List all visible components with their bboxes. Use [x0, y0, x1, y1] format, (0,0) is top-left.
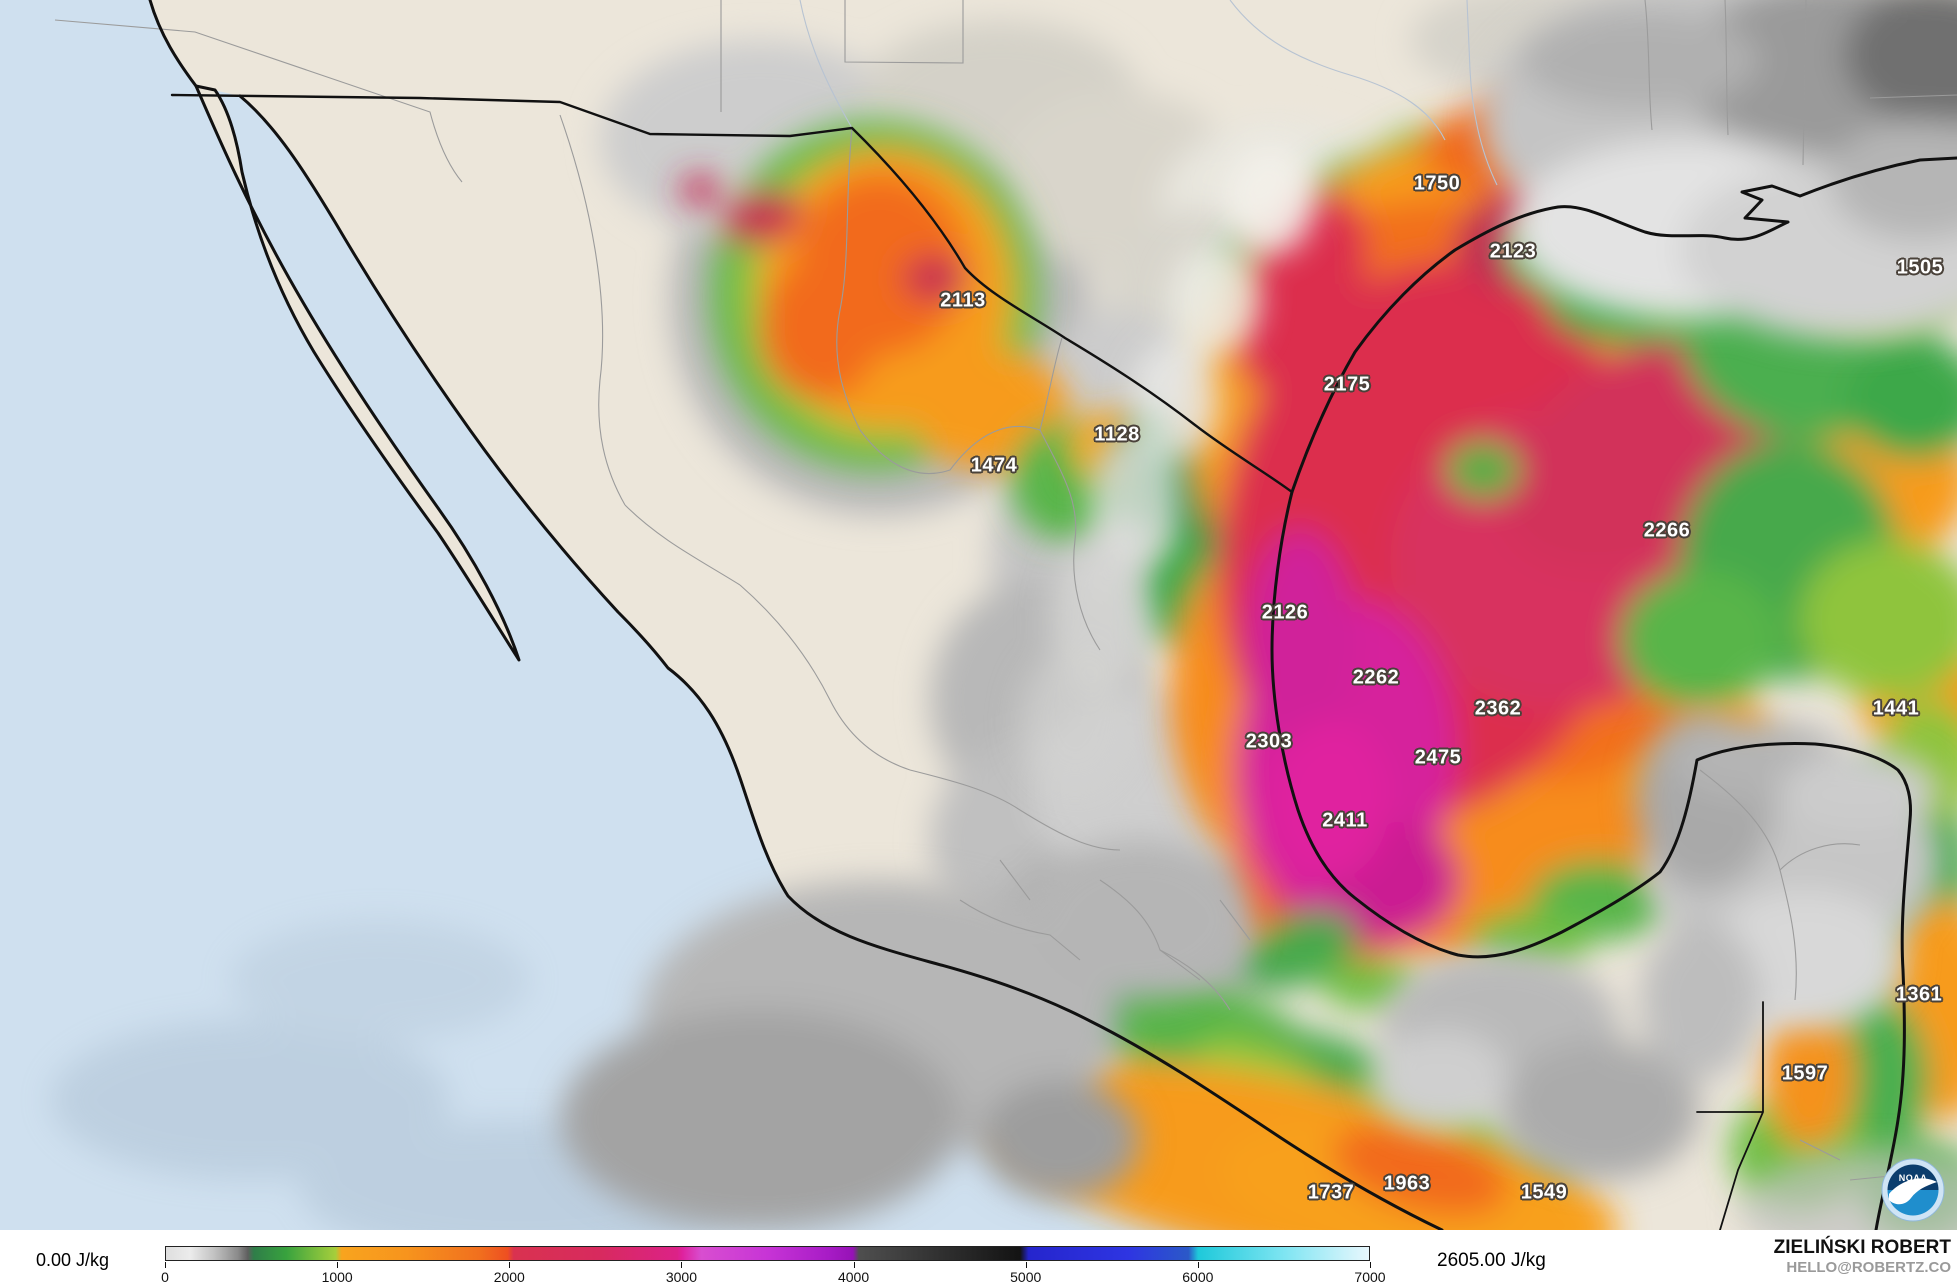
legend-min-value: 0.00 J/kg	[36, 1250, 110, 1270]
noaa-logo-text: NOAA	[1899, 1173, 1928, 1183]
colorbar-tick-label: 2000	[493, 1269, 525, 1285]
colorbar-tick-mark	[1025, 1262, 1027, 1268]
legend-max-value: 2605.00 J/kg	[1437, 1250, 1546, 1271]
colorbar-tick-label: 0	[161, 1269, 169, 1285]
credit-contact: HELLO@ROBERTZ.CO	[1786, 1258, 1951, 1276]
colorbar-tick-label: 6000	[1182, 1269, 1214, 1285]
colorbar-tick-mark	[1370, 1262, 1371, 1268]
colorbar-tick-label: 4000	[837, 1269, 870, 1285]
state-borders	[54, 0, 1957, 1211]
colorbar-tick-label: 3000	[665, 1269, 697, 1285]
colorbar-tick-label: 1000	[321, 1269, 353, 1285]
colorbar-tick-mark	[853, 1262, 855, 1268]
colorbar-tick-label: 7000	[1354, 1269, 1386, 1285]
colorbar-tick-label: 5000	[1010, 1269, 1042, 1285]
colorbar-tick-mark	[681, 1262, 683, 1268]
coastlines	[148, 0, 1957, 1230]
colorbar-tick-mark	[1197, 1262, 1199, 1268]
credit-author: ZIELIŃSKI ROBERT	[1773, 1237, 1951, 1258]
colorbar-gradient	[165, 1246, 1370, 1261]
colorbar-tick-mark	[337, 1262, 339, 1268]
credit-block: ZIELIŃSKI ROBERT HELLO@ROBERTZ.CO	[1774, 1237, 1951, 1276]
noaa-logo: NOAA	[1881, 1158, 1945, 1222]
colorbar-ticks: 0 1000 2000 3000 4000 5000 6000 7000	[161, 1261, 1386, 1287]
river-lines	[799, 0, 1498, 186]
legend-bar: 0.00 J/kg 0 1000 2000 3000 4000 5000 6000 7000 …	[0, 1230, 1957, 1287]
map-canvas: NOAA	[50, 0, 1957, 1230]
colorbar-tick-mark	[165, 1262, 166, 1268]
baja-peninsula	[194, 84, 521, 662]
cape-map: NOAA 1750 2123 1505 2113 2175 1128 1474 2266 212…	[0, 0, 1957, 1230]
colorbar-tick-mark	[509, 1262, 511, 1268]
cape-gray-overlayer	[560, 0, 1957, 1230]
